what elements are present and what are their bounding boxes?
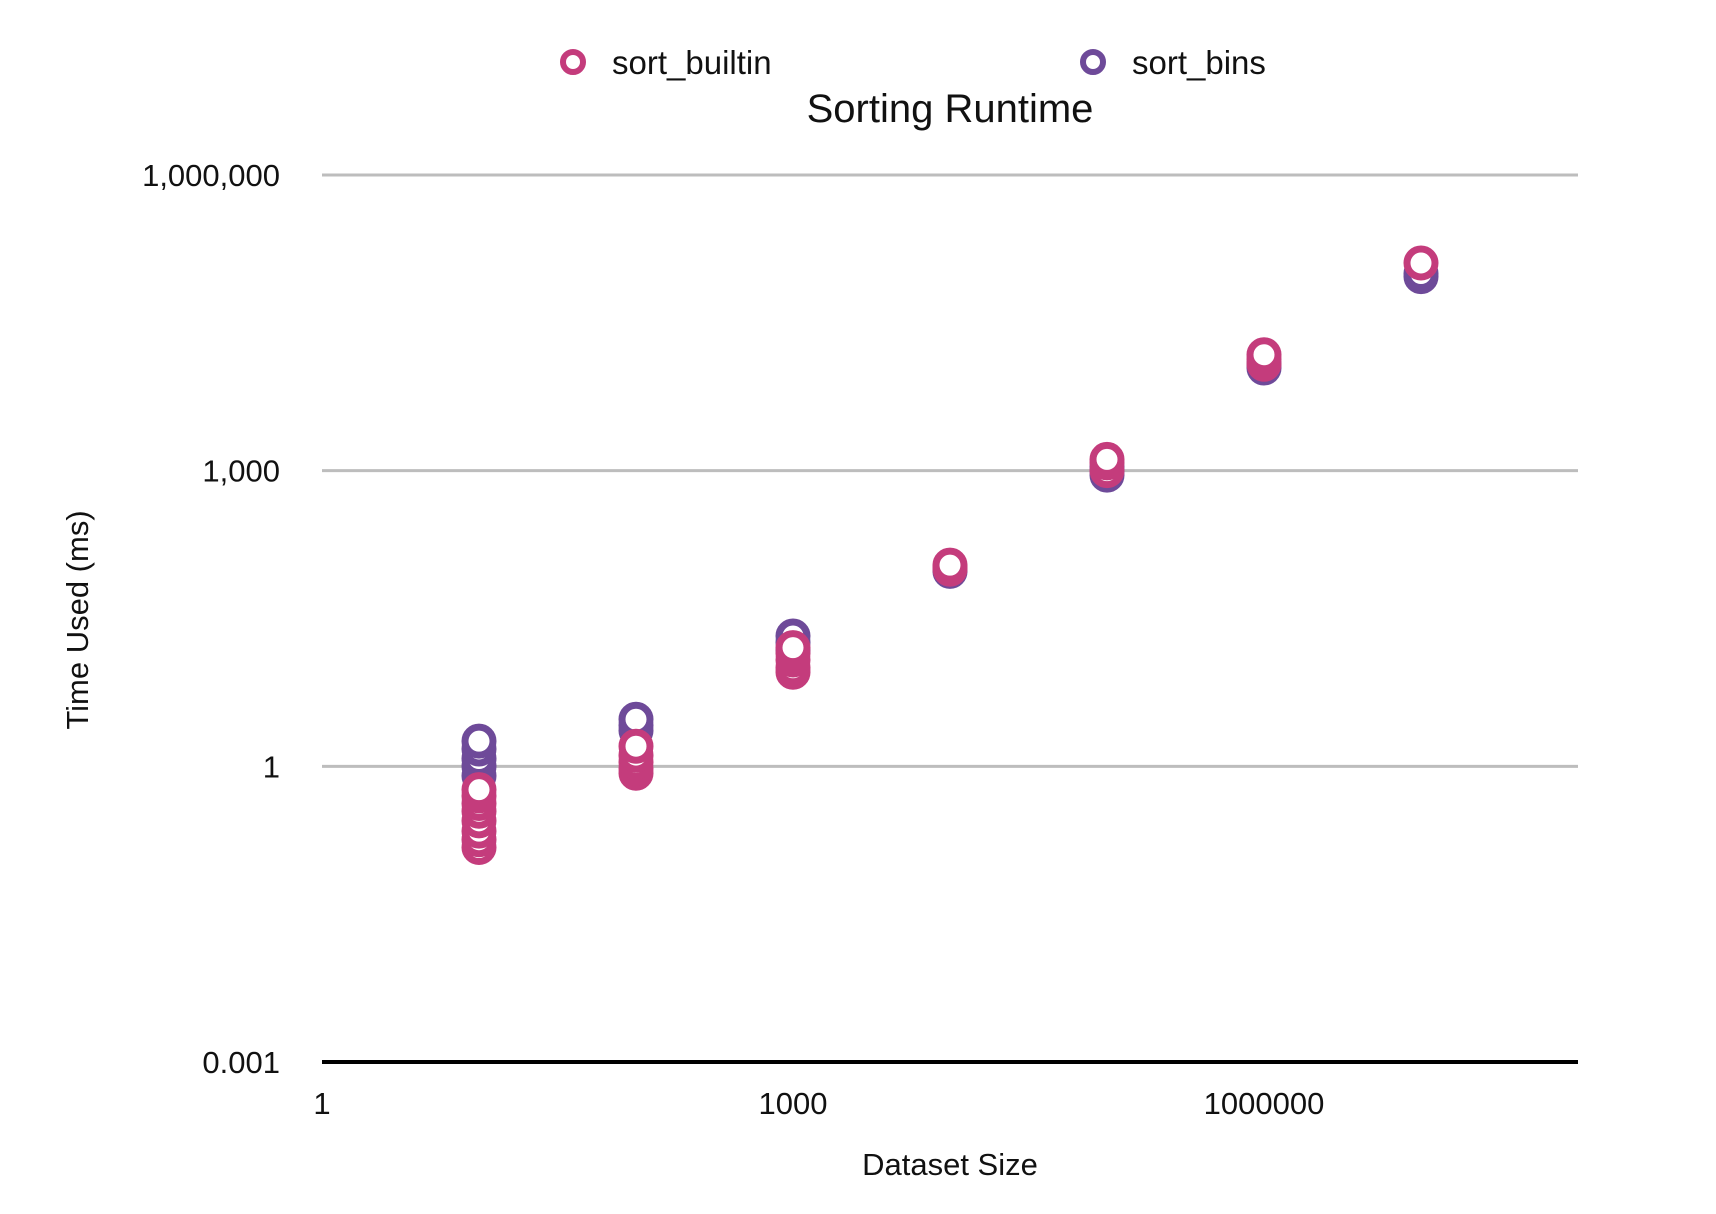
y-axis-label: Time Used (ms) (60, 510, 95, 729)
chart-title: Sorting Runtime (807, 87, 1094, 131)
data-point-sort-bins (461, 723, 497, 759)
legend-marker-sort-builtin (560, 49, 586, 75)
axes: 0.001 1 1,000 1,000,000 1 1000 1000000 (142, 158, 1578, 1121)
x-tick-label: 1 (313, 1086, 330, 1121)
x-axis-label: Dataset Size (862, 1147, 1038, 1182)
data-point-sort-builtin (1246, 337, 1282, 373)
grid-lines (322, 173, 1578, 768)
data-point-sort-builtin (1089, 441, 1125, 477)
y-tick-label: 1,000,000 (142, 158, 280, 193)
legend-label-sort-bins: sort_bins (1132, 44, 1266, 81)
data-points (461, 245, 1439, 866)
x-tick-label: 1000 (759, 1086, 828, 1121)
y-tick-label: 1,000 (202, 454, 280, 489)
x-tick-label: 1000000 (1204, 1086, 1325, 1121)
data-point-sort-builtin (1403, 245, 1439, 281)
data-point-sort-builtin (775, 630, 811, 666)
y-tick-label: 0.001 (202, 1045, 280, 1080)
data-point-sort-builtin (461, 772, 497, 808)
y-tick-label: 1 (263, 749, 280, 784)
data-point-sort-builtin (932, 547, 968, 583)
legend-label-sort-builtin: sort_builtin (612, 44, 772, 81)
legend: sort_builtin sort_bins (560, 44, 1266, 81)
legend-marker-sort-bins (1080, 49, 1106, 75)
data-point-sort-builtin (618, 728, 654, 764)
